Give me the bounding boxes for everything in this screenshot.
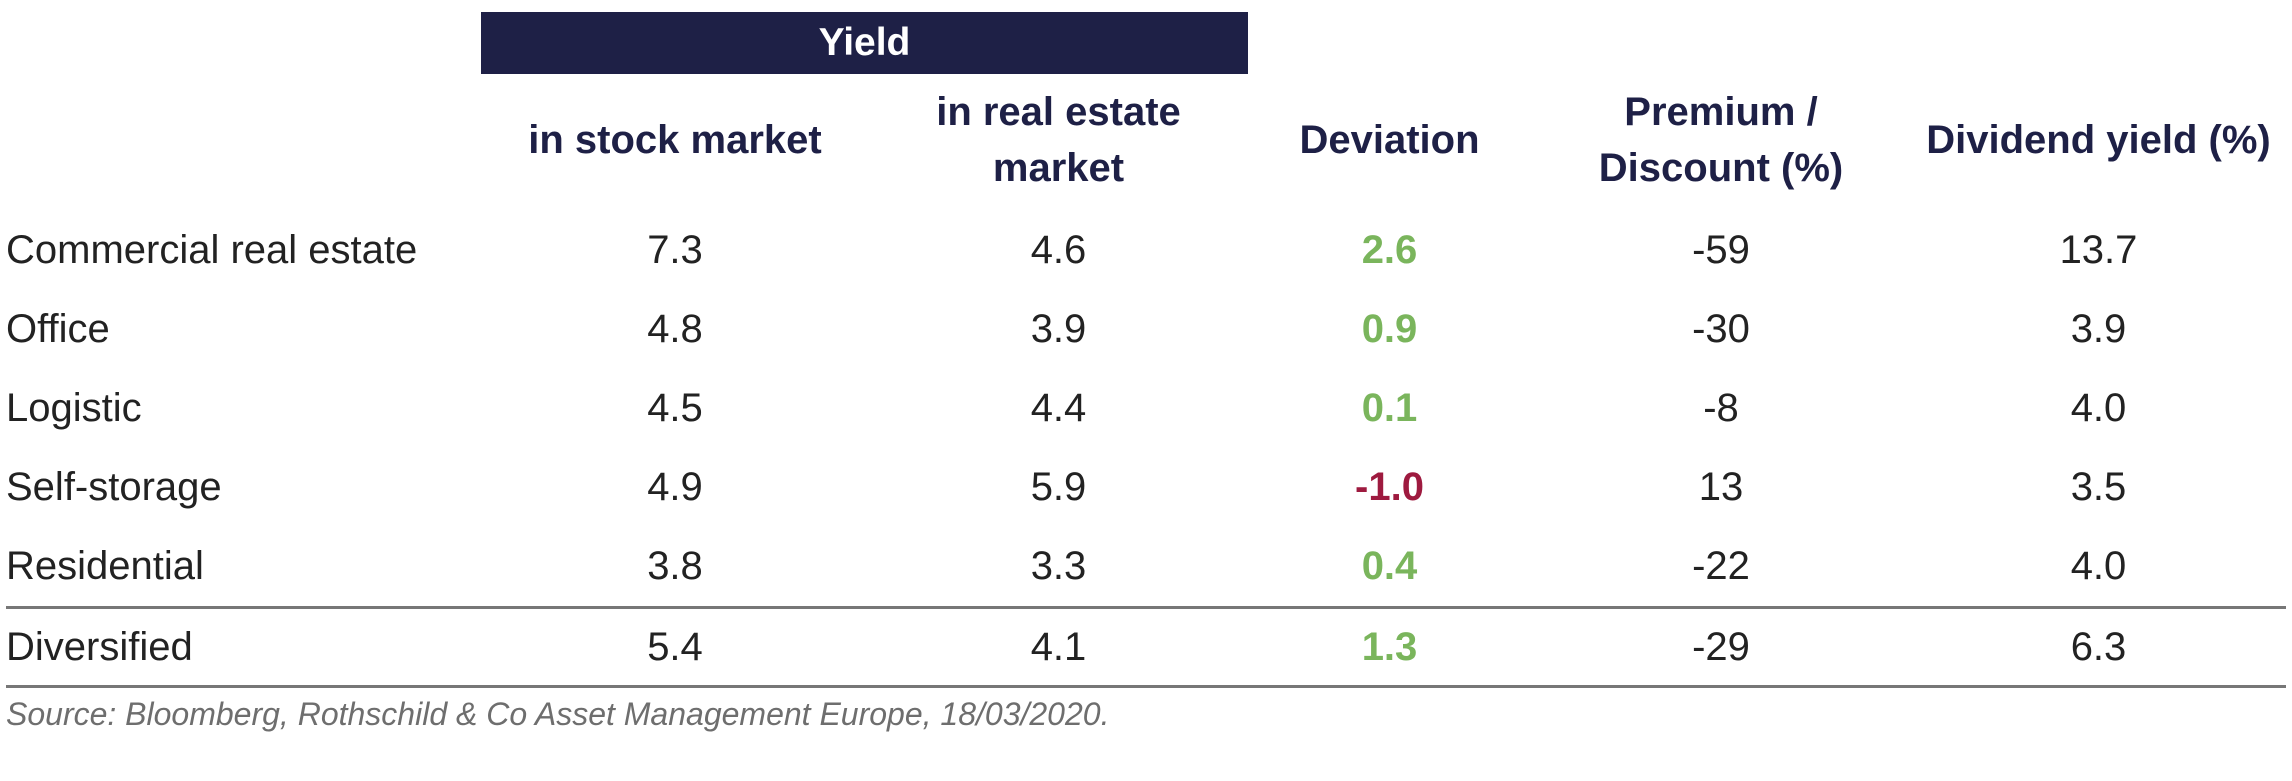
cell-deviation: 0.1 bbox=[1361, 386, 1418, 430]
table-row: Residential 3.8 3.3 0.4 -22 4.0 bbox=[6, 527, 2286, 606]
cell-stock-market: 4.8 bbox=[647, 307, 703, 351]
column-header-stock-market: in stock market bbox=[528, 117, 822, 162]
table-row: Commercial real estate 7.3 4.6 2.6 -59 13.7 bbox=[6, 211, 2286, 290]
total-row: Diversified 5.4 4.1 1.3 -29 6.3 bbox=[6, 606, 2286, 688]
column-header-premium-discount: Premium / Discount (%) bbox=[1531, 82, 1911, 197]
cell-stock-market: 4.9 bbox=[647, 465, 703, 509]
column-header-deviation: Deviation bbox=[1299, 117, 1480, 162]
cell-stock-market: 7.3 bbox=[647, 228, 703, 272]
cell-deviation: 2.6 bbox=[1361, 228, 1418, 272]
cell-premium-discount: -22 bbox=[1692, 544, 1750, 588]
row-label: Residential bbox=[6, 544, 204, 588]
cell-dividend-yield: 13.7 bbox=[2059, 228, 2138, 272]
cell-deviation: 1.3 bbox=[1361, 624, 1418, 669]
yield-group-header: Yield bbox=[481, 12, 1248, 74]
cell-premium-discount: -8 bbox=[1703, 386, 1739, 430]
cell-deviation: 0.9 bbox=[1361, 307, 1418, 351]
cell-real-estate-market: 3.9 bbox=[1030, 307, 1087, 351]
column-header-real-estate-market-text: in real estate market bbox=[936, 89, 1181, 190]
cell-real-estate-market: 4.6 bbox=[1030, 228, 1087, 272]
cell-stock-market: 5.4 bbox=[647, 624, 703, 669]
table-row: Office 4.8 3.9 0.9 -30 3.9 bbox=[6, 290, 2286, 369]
row-label: Diversified bbox=[6, 624, 193, 669]
cell-real-estate-market: 5.9 bbox=[1030, 465, 1087, 509]
column-header-dividend-yield: Dividend yield (%) bbox=[1926, 117, 2271, 162]
cell-deviation: -1.0 bbox=[1355, 465, 1424, 509]
cell-dividend-yield: 4.0 bbox=[2070, 386, 2127, 430]
table-row: Self-storage 4.9 5.9 -1.0 13 3.5 bbox=[6, 448, 2286, 527]
column-header-premium-discount-text: Premium / Discount (%) bbox=[1598, 89, 1844, 190]
cell-dividend-yield: 3.5 bbox=[2070, 465, 2127, 509]
cell-stock-market: 3.8 bbox=[647, 544, 703, 588]
cell-dividend-yield: 4.0 bbox=[2070, 544, 2127, 588]
cell-real-estate-market: 3.3 bbox=[1030, 544, 1087, 588]
row-label: Commercial real estate bbox=[6, 228, 418, 272]
row-label: Office bbox=[6, 307, 110, 351]
table-row: Logistic 4.5 4.4 0.1 -8 4.0 bbox=[6, 369, 2286, 448]
row-label: Logistic bbox=[6, 386, 142, 430]
column-header-row: in stock market in real estate market De… bbox=[6, 82, 2286, 197]
cell-premium-discount: -59 bbox=[1692, 228, 1750, 272]
cell-real-estate-market: 4.1 bbox=[1030, 624, 1087, 669]
row-label: Self-storage bbox=[6, 465, 222, 509]
column-header-real-estate-market: in real estate market bbox=[869, 82, 1248, 197]
cell-stock-market: 4.5 bbox=[647, 386, 703, 430]
table-body: Commercial real estate 7.3 4.6 2.6 -59 13.7 Of… bbox=[6, 211, 2286, 688]
cell-dividend-yield: 3.9 bbox=[2070, 307, 2127, 351]
cell-deviation: 0.4 bbox=[1361, 544, 1418, 588]
cell-real-estate-market: 4.4 bbox=[1030, 386, 1087, 430]
source-note: Source: Bloomberg, Rothschild & Co Asset… bbox=[6, 696, 1110, 732]
cell-premium-discount: 13 bbox=[1698, 465, 1744, 509]
cell-dividend-yield: 6.3 bbox=[2070, 624, 2127, 669]
cell-premium-discount: -30 bbox=[1692, 307, 1750, 351]
cell-premium-discount: -29 bbox=[1692, 624, 1750, 669]
